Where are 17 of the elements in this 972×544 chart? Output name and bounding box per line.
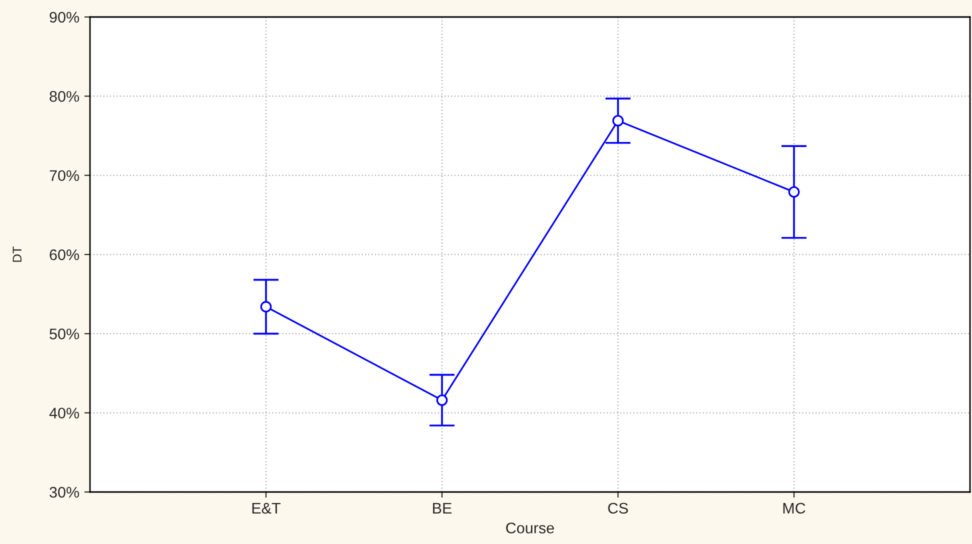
x-axis-title: Course — [506, 522, 554, 534]
x-tick-label: MC — [783, 502, 806, 514]
y-axis-title: DT — [12, 246, 22, 262]
y-tick-label: 70% — [50, 170, 80, 182]
y-tick-label: 80% — [50, 91, 80, 102]
point — [612, 115, 624, 126]
y-tick-label: 60% — [50, 249, 80, 260]
x-tick-label: CS — [608, 502, 628, 514]
x-tick-label: BE — [433, 502, 452, 514]
point — [436, 394, 448, 406]
x-tick-label: E&T — [252, 502, 281, 514]
point — [788, 186, 800, 198]
y-tick-label: 50% — [50, 328, 80, 340]
y-tick-label: 90% — [50, 12, 80, 23]
y-tick-label: 40% — [49, 408, 80, 419]
point — [260, 301, 272, 312]
y-tick-label: 30% — [50, 486, 80, 498]
